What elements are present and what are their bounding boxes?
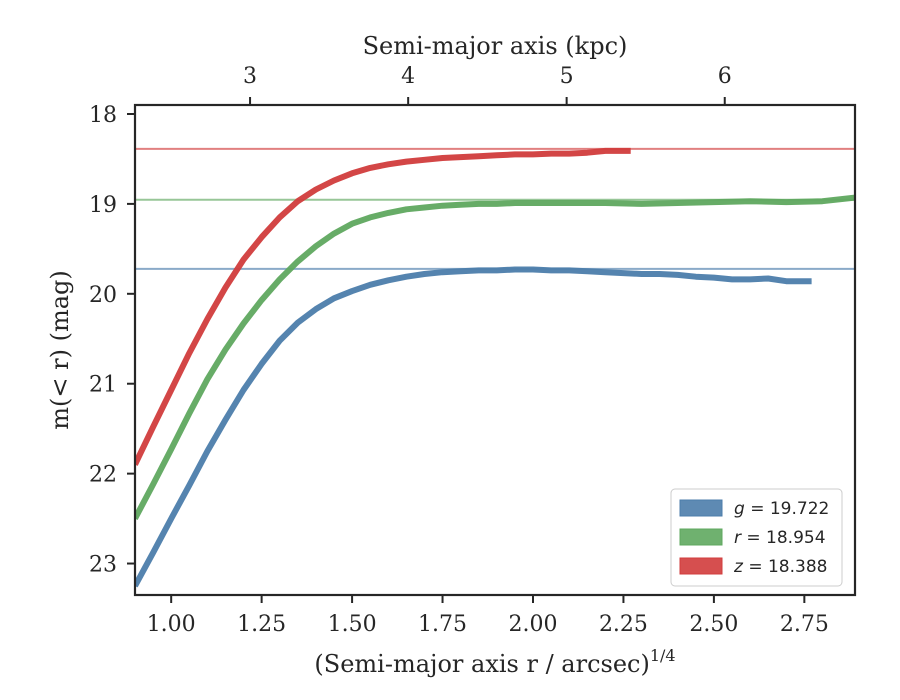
top-tick-label: 4 <box>401 64 415 89</box>
series-layer <box>135 147 855 588</box>
legend: g = 19.722 r = 18.954 z = 18.388 <box>670 488 843 587</box>
x-tick-label: 2.25 <box>599 612 648 637</box>
legend-swatch <box>679 557 723 575</box>
series-line <box>135 147 631 466</box>
legend-label: g = 19.722 <box>734 499 829 519</box>
top-tick-label: 5 <box>560 64 574 89</box>
top-tick-label: 6 <box>718 64 732 89</box>
y-tick-label: 19 <box>89 193 117 218</box>
x-axis-title: (Semi-major axis r / arcsec)1/4 <box>314 646 675 678</box>
x-tick-label: 2.75 <box>780 612 829 637</box>
y-tick-label: 22 <box>89 463 117 488</box>
top-axis-title: Semi-major axis (kpc) <box>363 32 628 60</box>
x-tick-label: 2.00 <box>508 612 557 637</box>
top-tick-label: 3 <box>243 64 257 89</box>
legend-label: r = 18.954 <box>734 528 826 548</box>
y-tick-label: 20 <box>89 283 117 308</box>
y-axis-title: m(< r) (mag) <box>46 270 74 429</box>
y-tick-label: 18 <box>89 103 117 128</box>
series-line <box>135 266 812 588</box>
x-tick-label: 1.25 <box>237 612 286 637</box>
plot-frame <box>133 103 857 597</box>
series-line <box>135 194 855 521</box>
top-axis-ticks: 3 4 5 6 <box>243 64 732 105</box>
legend-swatch <box>679 499 723 517</box>
legend-swatch <box>679 528 723 546</box>
x-axis-title-superscript: 1/4 <box>650 646 676 665</box>
y-axis-ticks: 18 19 20 21 22 23 <box>89 103 135 578</box>
legend-label: z = 18.388 <box>733 557 827 577</box>
x-axis-ticks: 1.00 1.25 1.50 1.75 2.00 2.25 2.50 2.75 <box>147 595 829 637</box>
x-tick-label: 1.00 <box>147 612 196 637</box>
y-tick-label: 21 <box>89 373 117 398</box>
y-tick-label: 23 <box>89 553 117 578</box>
x-tick-label: 2.50 <box>689 612 738 637</box>
x-tick-label: 1.50 <box>328 612 377 637</box>
x-axis-title-text: (Semi-major axis r / arcsec) <box>314 650 649 678</box>
x-tick-label: 1.75 <box>418 612 467 637</box>
